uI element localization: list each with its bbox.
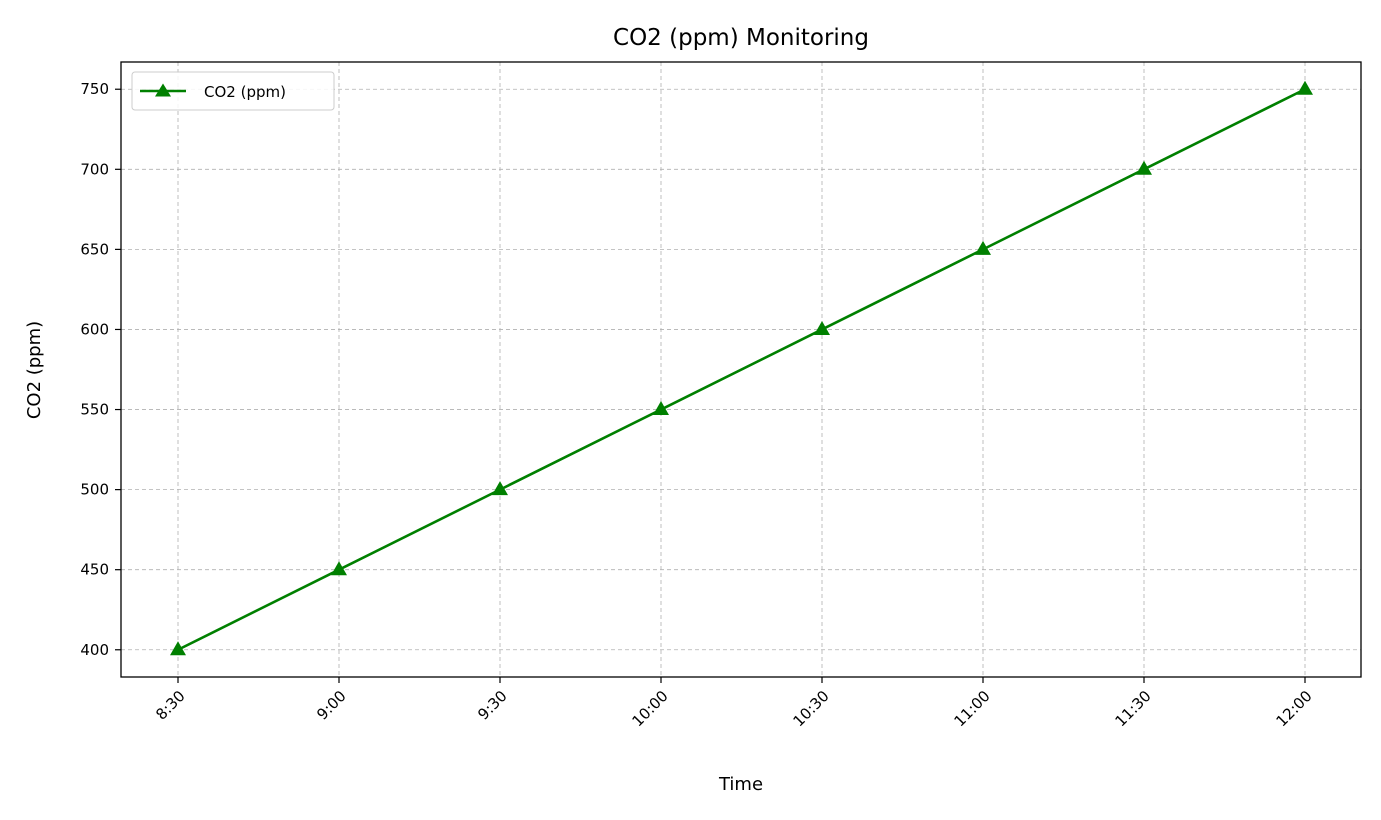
data-point-marker bbox=[1297, 80, 1313, 95]
series-layer bbox=[170, 80, 1313, 656]
y-tick-label: 650 bbox=[80, 240, 109, 258]
series-line bbox=[177, 88, 1306, 651]
y-tick-label: 550 bbox=[80, 401, 109, 419]
data-point-marker bbox=[975, 240, 991, 255]
data-point-marker bbox=[170, 641, 186, 656]
y-tick-label: 400 bbox=[80, 641, 109, 659]
plot-frame bbox=[120, 61, 1362, 678]
legend-label: CO2 (ppm) bbox=[204, 83, 286, 101]
y-axis-label: CO2 (ppm) bbox=[24, 321, 45, 419]
data-point-marker bbox=[492, 481, 508, 496]
y-tick-label: 750 bbox=[80, 80, 109, 98]
data-point-marker bbox=[814, 320, 830, 335]
data-point-marker bbox=[1136, 160, 1152, 175]
grid-lines bbox=[121, 62, 1361, 677]
chart-title: CO2 (ppm) Monitoring bbox=[613, 25, 869, 51]
x-axis-label: Time bbox=[718, 774, 763, 795]
y-tick-label: 700 bbox=[80, 160, 109, 178]
data-point-marker bbox=[653, 401, 669, 416]
legend-box bbox=[131, 71, 335, 111]
data-point-marker bbox=[331, 561, 347, 576]
triangle-up-icon bbox=[155, 83, 171, 97]
y-tick-label: 600 bbox=[80, 320, 109, 338]
y-tick-label: 500 bbox=[80, 481, 109, 499]
y-tick-label: 450 bbox=[80, 561, 109, 579]
legend: CO2 (ppm) bbox=[131, 71, 335, 111]
